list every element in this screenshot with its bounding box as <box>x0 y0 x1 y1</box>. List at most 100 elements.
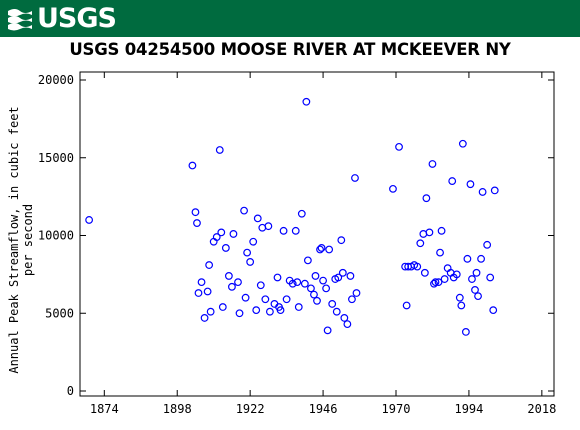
data-point <box>229 230 238 238</box>
data-point <box>313 296 321 305</box>
y-tick-label: 10000 <box>38 229 74 243</box>
data-point <box>256 281 265 290</box>
data-point <box>193 219 201 227</box>
data-point <box>402 301 411 310</box>
data-point <box>261 295 270 304</box>
data-point <box>483 240 492 249</box>
data-point <box>437 226 446 235</box>
data-point <box>240 206 248 215</box>
data-point <box>288 279 297 288</box>
data-point <box>422 194 431 203</box>
data-point <box>300 279 309 288</box>
data-point <box>85 216 94 224</box>
usgs-logo[interactable]: USGS <box>6 3 117 34</box>
y-axis-title-line-2: per second <box>21 204 35 276</box>
data-point <box>463 254 472 263</box>
data-point <box>440 275 449 283</box>
data-point <box>338 268 347 277</box>
data-point <box>458 139 467 148</box>
data-point <box>243 248 252 257</box>
data-point <box>425 228 434 237</box>
data-point <box>322 284 331 293</box>
data-point <box>416 239 425 248</box>
usgs-wave-icon <box>8 9 32 31</box>
data-point <box>234 278 242 287</box>
data-point <box>430 279 438 288</box>
data-point <box>348 295 356 304</box>
data-point <box>217 228 226 237</box>
data-point <box>241 293 250 302</box>
data-point <box>457 301 466 310</box>
data-point <box>266 307 274 316</box>
x-tick-label: 1946 <box>309 402 338 416</box>
data-point <box>215 146 224 154</box>
data-point <box>221 244 230 252</box>
y-axis-title-line-1: Annual Peak Streamflow, in cubic feet <box>7 106 21 373</box>
data-point <box>486 273 495 282</box>
data-point <box>478 188 487 196</box>
data-point <box>332 307 341 316</box>
data-point <box>197 278 206 287</box>
data-point <box>434 278 443 287</box>
data-point <box>253 214 262 223</box>
data-points <box>85 97 499 336</box>
data-point <box>293 278 302 287</box>
plot-area-frame <box>79 71 555 397</box>
data-point <box>212 233 221 241</box>
usgs-logo-text: USGS <box>37 3 117 34</box>
data-point <box>346 272 355 280</box>
x-tick-label: 1970 <box>382 402 411 416</box>
data-point <box>420 268 429 277</box>
data-point <box>235 309 244 318</box>
x-tick-label: 1898 <box>163 402 192 416</box>
data-point <box>246 258 255 266</box>
data-point <box>466 180 475 189</box>
y-axis-ticks: 0 5000 10000 15000 20000 <box>38 73 554 398</box>
data-point <box>328 300 337 308</box>
data-point <box>448 177 457 185</box>
chart-title: USGS 04254500 MOOSE RIVER AT MCKEEVER NY <box>69 40 511 59</box>
data-point <box>206 307 215 316</box>
x-tick-label: 1994 <box>454 402 483 416</box>
data-point <box>316 245 324 254</box>
data-point <box>307 284 315 293</box>
data-point <box>228 282 236 291</box>
data-point <box>302 97 311 106</box>
data-point <box>343 320 352 329</box>
data-point <box>310 290 318 299</box>
data-point <box>455 293 464 302</box>
y-tick-label: 20000 <box>38 73 74 87</box>
x-axis-ticks: 1874 1898 1922 1946 1970 1994 2018 <box>90 72 556 416</box>
data-point <box>276 306 285 315</box>
data-point <box>474 292 482 301</box>
data-point <box>477 254 485 263</box>
data-point <box>188 161 197 170</box>
data-point <box>205 261 214 269</box>
data-point <box>224 272 233 280</box>
data-point <box>297 209 306 218</box>
data-point <box>472 268 481 277</box>
data-point <box>431 278 440 287</box>
data-point <box>325 245 334 254</box>
data-point <box>317 244 326 252</box>
x-tick-label: 2018 <box>527 402 556 416</box>
data-point <box>294 303 303 311</box>
x-tick-label: 1922 <box>236 402 265 416</box>
data-point <box>389 184 397 193</box>
data-point <box>311 272 320 280</box>
y-tick-label: 15000 <box>38 151 74 165</box>
data-point <box>337 236 346 245</box>
data-point <box>471 286 479 294</box>
data-point <box>489 306 498 315</box>
usgs-header-bar: USGS <box>0 0 580 37</box>
data-point <box>200 314 209 322</box>
data-point <box>252 306 261 315</box>
data-point <box>203 287 212 296</box>
data-point <box>436 248 444 257</box>
data-point <box>191 208 200 217</box>
data-point <box>352 289 361 297</box>
data-point <box>303 256 312 265</box>
data-point <box>323 326 332 335</box>
y-tick-label: 5000 <box>45 306 74 320</box>
